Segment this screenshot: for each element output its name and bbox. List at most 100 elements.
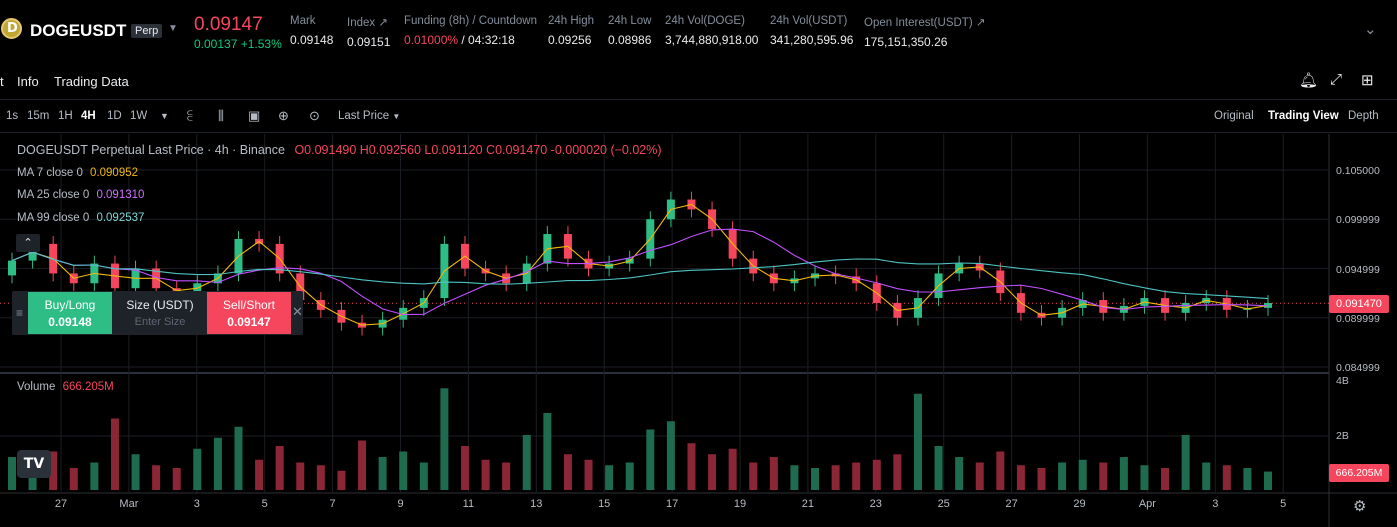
volume-bar — [584, 459, 593, 490]
price-tick: 0.094999 — [1336, 264, 1380, 276]
stat-value: 175,151,350.26 — [864, 35, 948, 49]
volume-bar — [831, 465, 840, 490]
volume-bar — [666, 421, 675, 490]
price-tick: 0.105000 — [1336, 165, 1380, 177]
date-tick: 25 — [937, 498, 950, 510]
current-price-tag: 0.091470 — [1329, 295, 1389, 313]
ma99-label: MA 99 close 0 — [17, 212, 90, 224]
chart-legend: DOGEUSDT Perpetual Last Price · 4h · Bin… — [17, 143, 662, 157]
price-change: 0.00137 +1.53% — [194, 37, 282, 51]
stat-funding: Funding (8h) / Countdown 0.01000% / 04:3… — [404, 15, 537, 47]
volume-bar — [378, 457, 387, 490]
tab-chart-partial[interactable]: t — [0, 74, 4, 89]
timeframe-1s[interactable]: 1s — [6, 110, 19, 122]
buy-long-button[interactable]: Buy/Long 0.09148 — [28, 292, 112, 334]
sell-price: 0.09147 — [227, 315, 271, 329]
volume-bar — [749, 462, 758, 490]
bell-icon[interactable]: 🔔︎ — [1299, 72, 1319, 89]
volume-bar — [193, 448, 202, 490]
stat-label: 24h High — [548, 15, 595, 27]
timeframe-1h[interactable]: 1H — [58, 110, 73, 122]
date-tick: 19 — [733, 498, 747, 510]
indicators-icon[interactable]: ⫕ — [187, 108, 193, 123]
collapse-header-icon[interactable]: ⌄ — [1364, 21, 1377, 38]
volume-bar — [913, 393, 922, 490]
volume-bar — [605, 465, 614, 490]
volume-bar — [1119, 457, 1128, 490]
chevron-down-icon[interactable]: ▼ — [168, 23, 178, 34]
timeframe-4h[interactable]: 4H — [81, 110, 96, 122]
size-input[interactable]: Size (USDT) Enter Size — [114, 292, 206, 334]
volume-bar — [687, 443, 696, 490]
view-depth[interactable]: Depth — [1348, 110, 1379, 122]
price-type-label: Last Price — [338, 110, 390, 122]
volume-bar — [563, 454, 572, 490]
candle-style-icon[interactable]: ⫼ — [218, 108, 224, 123]
stat-label: 24h Vol(DOGE) — [665, 15, 745, 27]
volume-bar — [1016, 465, 1025, 490]
candle-body — [8, 260, 16, 276]
stat-index: Index ↗ 0.09151 — [347, 15, 390, 49]
size-placeholder[interactable]: Enter Size — [134, 316, 186, 328]
volume-bar — [769, 457, 778, 490]
date-tick: 23 — [869, 498, 882, 510]
stat-value: 0.08986 — [608, 33, 652, 47]
sell-short-button[interactable]: Sell/Short 0.09147 — [207, 292, 291, 334]
price-chart[interactable] — [0, 134, 1397, 527]
symbol-name[interactable]: DOGEUSDT — [30, 21, 127, 40]
volume-bars — [8, 388, 1272, 490]
volume-bar — [316, 465, 325, 490]
view-original[interactable]: Original — [1214, 110, 1254, 122]
volume-bar — [955, 457, 964, 490]
volume-bar — [275, 446, 284, 490]
volume-bar — [69, 468, 78, 490]
volume-bar — [1243, 468, 1252, 490]
tab-info[interactable]: Info — [17, 74, 39, 89]
ohlc-values: O0.091490 H0.092560 L0.091120 C0.091470 … — [294, 143, 662, 157]
volume-bar — [708, 454, 717, 490]
expand-icon[interactable]: ⤢ — [1330, 71, 1343, 88]
layout-grid-icon[interactable]: ⊞ — [1361, 72, 1374, 89]
volume-bar — [625, 462, 634, 490]
stat-label[interactable]: Open Interest(USDT) ↗ — [864, 17, 986, 29]
camera-icon[interactable]: ▣ — [248, 108, 261, 123]
stat-label[interactable]: Index ↗ — [347, 17, 388, 29]
ma99-legend: MA 99 close 0 0.092537 — [17, 212, 144, 224]
sell-label: Sell/Short — [222, 298, 276, 312]
date-tick: 21 — [801, 498, 815, 510]
ma25-legend: MA 25 close 0 0.091310 — [17, 189, 144, 201]
date-tick: 17 — [665, 498, 679, 510]
timeframe-more-icon[interactable]: ▼ — [160, 111, 169, 121]
volume-bar — [1222, 465, 1231, 490]
buy-price: 0.09148 — [48, 315, 92, 329]
volume-bar — [419, 462, 428, 490]
date-tick: 9 — [397, 498, 404, 510]
stat-value: 341,280,595.96 — [770, 33, 854, 47]
settings-circle-icon[interactable]: ⊙ — [309, 108, 320, 123]
timeframe-1d[interactable]: 1D — [107, 110, 122, 122]
view-trading-view[interactable]: Trading View — [1268, 110, 1339, 122]
volume-tick: 4B — [1336, 375, 1349, 387]
drag-handle-icon[interactable]: ≡ — [15, 306, 23, 320]
ma25-line — [11, 228, 1269, 316]
volume-bar — [522, 435, 531, 490]
volume-bar — [1181, 435, 1190, 490]
collapse-legend-button[interactable]: ⌃ — [16, 234, 40, 252]
volume-bar — [502, 462, 511, 490]
timeframe-1w[interactable]: 1W — [130, 110, 148, 122]
tradingview-logo[interactable]: TV — [17, 450, 51, 478]
volume-bar — [337, 470, 346, 490]
volume-value: 666.205M — [62, 381, 114, 393]
add-icon[interactable]: ⊕ — [278, 108, 289, 123]
stat-label: 24h Vol(USDT) — [770, 15, 848, 27]
stat-label: 24h Low — [608, 15, 652, 27]
timeframe-15m[interactable]: 15m — [27, 110, 50, 122]
price-type-select[interactable]: Last Price ▼ — [338, 110, 400, 122]
chart-tabs-row: t Info Trading Data 🔔︎ ⤢ ⊞ — [0, 62, 1397, 100]
volume-bar — [1140, 465, 1149, 490]
ma99-line — [11, 251, 1269, 300]
close-icon[interactable]: ✕ — [292, 304, 303, 319]
tab-trading-data[interactable]: Trading Data — [54, 74, 129, 89]
ma7-line — [11, 203, 1269, 326]
gear-icon[interactable]: ⚙ — [1353, 498, 1367, 515]
